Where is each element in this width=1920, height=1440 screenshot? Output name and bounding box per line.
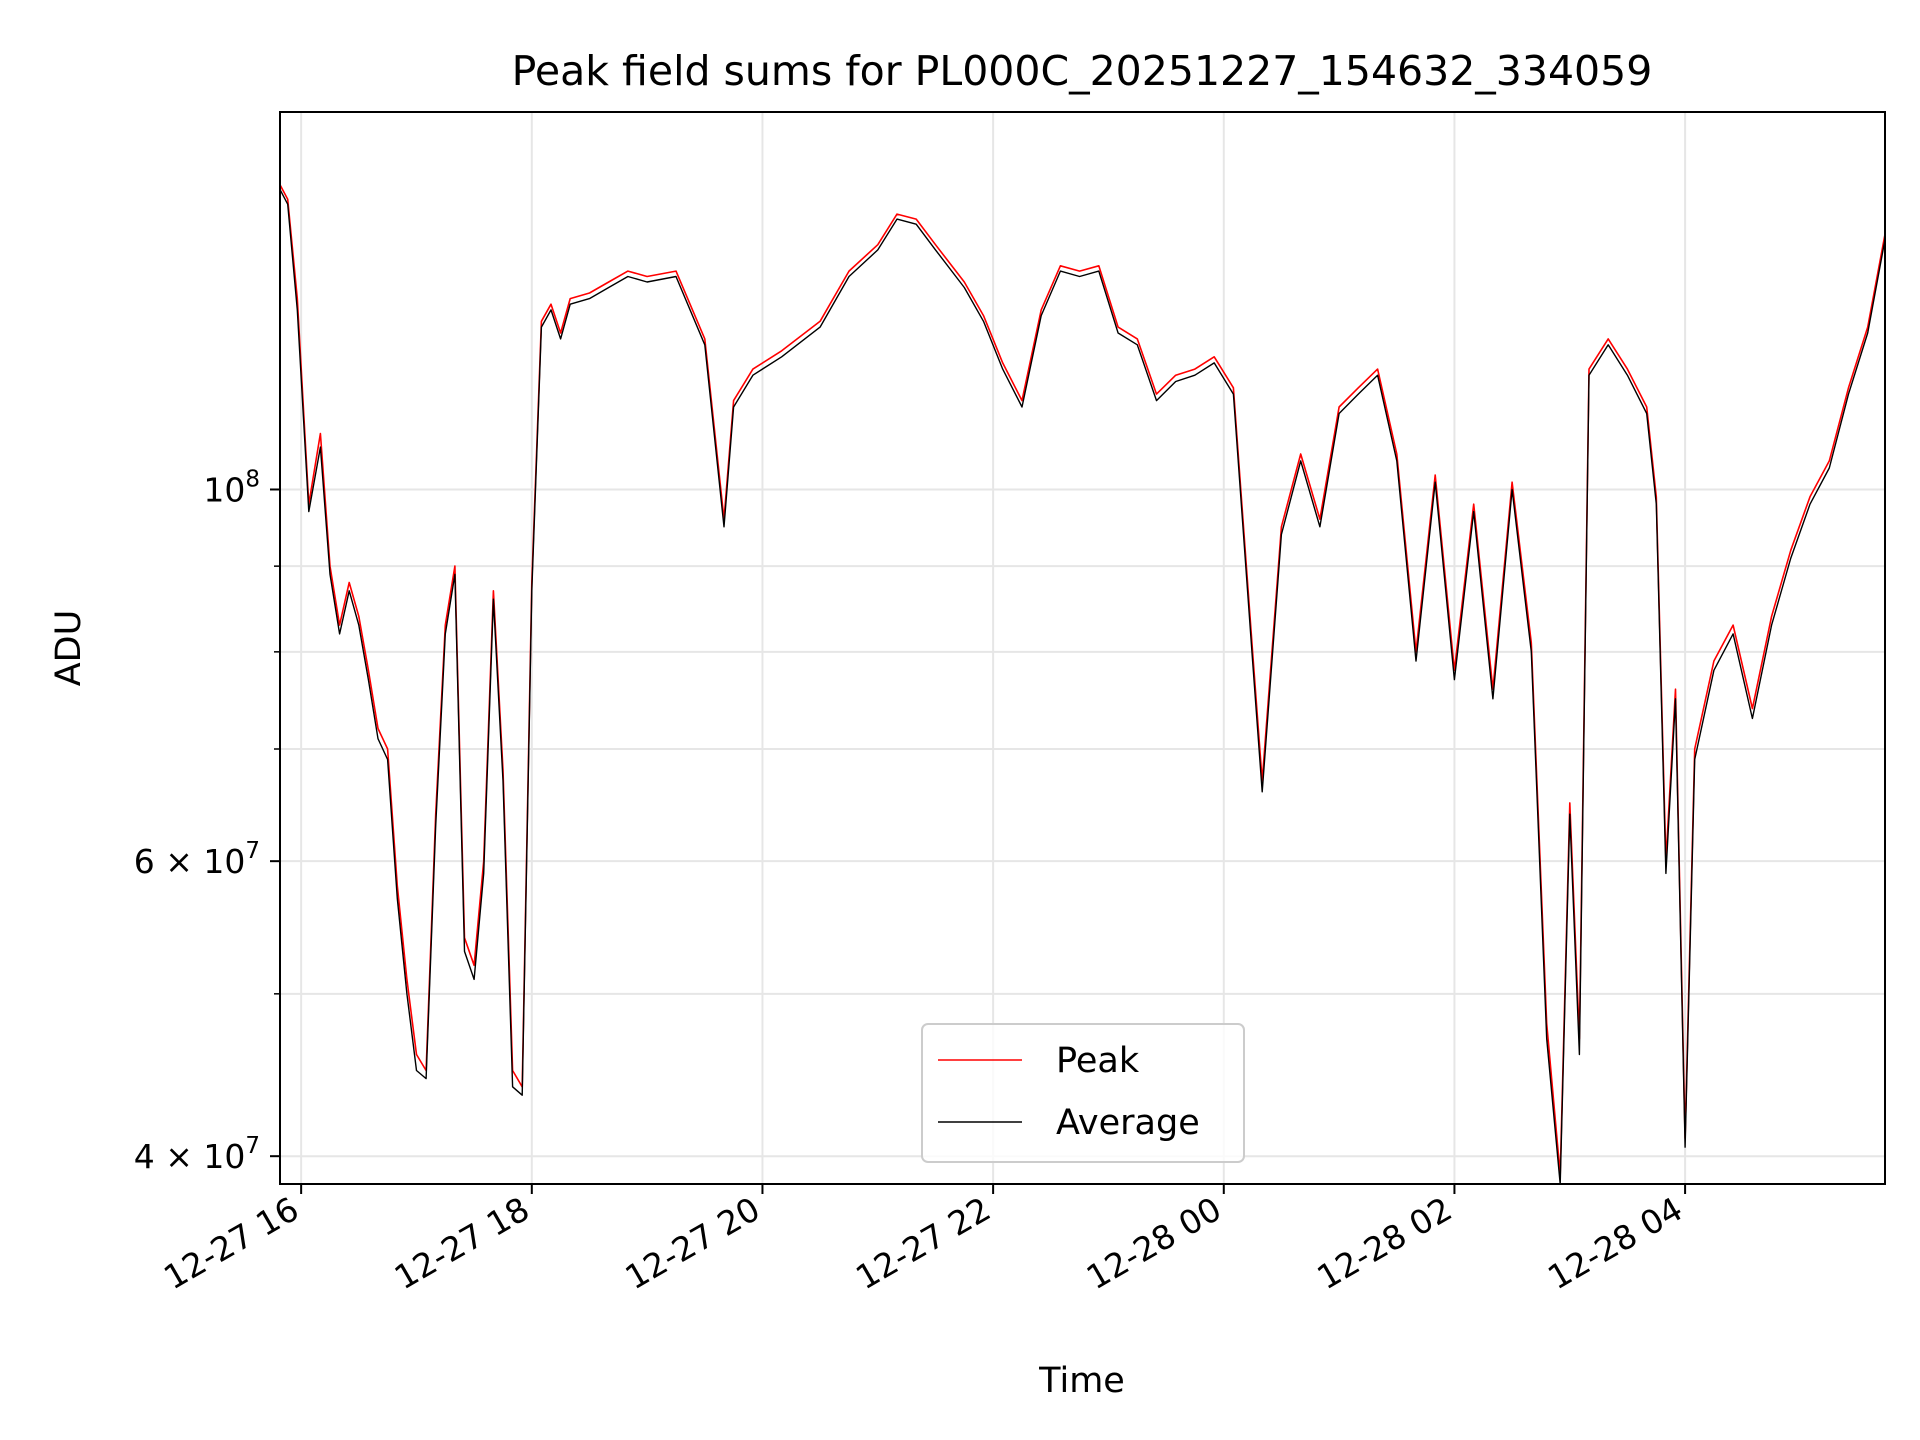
y-tick-base: 10 <box>203 470 245 509</box>
series-lines <box>279 184 1886 1185</box>
y-tick-exponent: 7 <box>245 1133 260 1159</box>
y-tick-exponent: 8 <box>245 466 260 492</box>
legend-average-label: Average <box>1056 1103 1200 1143</box>
y-tick-exponent: 7 <box>245 838 260 864</box>
y-tick-label: 108 <box>203 466 260 509</box>
y-tick-base: 6 × 10 <box>134 842 246 881</box>
y-tick-base: 4 × 10 <box>134 1137 246 1176</box>
y-tick-label: 4 × 107 <box>134 1133 260 1176</box>
legend-box <box>921 1023 1245 1163</box>
legend: Peak Average <box>921 1023 1245 1163</box>
x-axis-label: Time <box>1038 1361 1125 1401</box>
y-axis-label: ADU <box>49 610 89 687</box>
plot-frame <box>279 111 1886 1185</box>
legend-peak-label: Peak <box>1056 1041 1140 1081</box>
grid <box>280 112 1885 1184</box>
y-tick-label: 6 × 107 <box>134 838 260 881</box>
chart-title: Peak field sums for PL000C_20251227_1546… <box>512 47 1653 95</box>
series-average-line <box>279 189 1886 1185</box>
